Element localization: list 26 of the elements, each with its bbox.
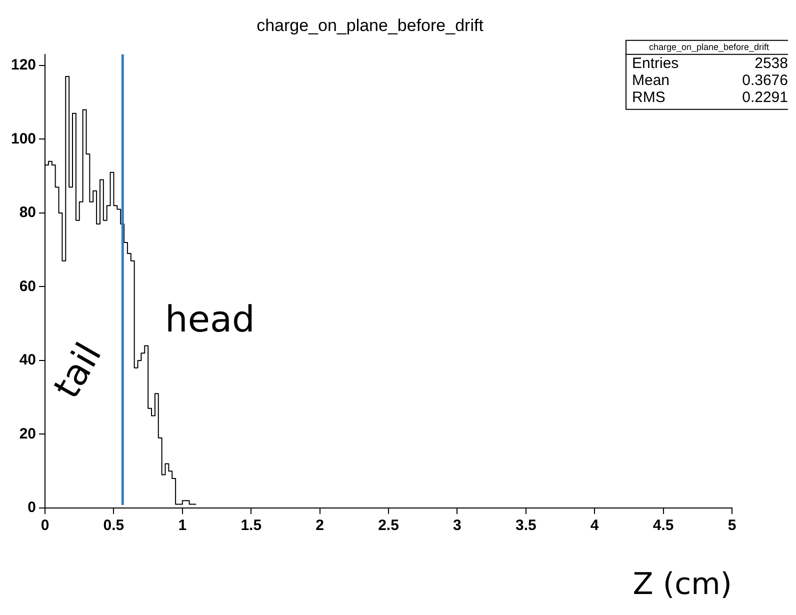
x-tick-label: 5 <box>728 517 736 534</box>
x-tick-label: 4.5 <box>652 517 674 534</box>
chart-title: charge_on_plane_before_drift <box>256 16 484 35</box>
y-tick-label: 0 <box>28 499 36 516</box>
y-tick-label: 60 <box>19 278 36 295</box>
y-tick-label: 20 <box>19 425 36 442</box>
x-tick-label: 2 <box>316 517 324 534</box>
x-tick-label: 0.5 <box>103 517 124 534</box>
x-tick-label: 3 <box>453 517 462 534</box>
y-tick-label: 120 <box>10 56 36 74</box>
x-tick-label: 0 <box>40 517 50 534</box>
y-tick-label: 100 <box>10 130 36 148</box>
text: charge_on_plane_before_drift <box>648 42 770 52</box>
y-tick-label: 80 <box>19 204 36 222</box>
x-tick-label: 3.5 <box>515 517 536 534</box>
annotation: tail <box>46 336 110 406</box>
x-tick-label: 4 <box>590 517 600 534</box>
x-tick-label: 2.5 <box>378 517 399 534</box>
x-tick-label: 1.5 <box>240 517 262 534</box>
x-axis-title: Z (cm) <box>632 566 732 602</box>
y-tick-label: 40 <box>19 352 36 369</box>
text: Entries 2538 <box>632 55 788 72</box>
text: RMS 0.2291 <box>632 89 788 106</box>
text: Mean 0.3676 <box>632 72 788 90</box>
x-tick-label: 1 <box>178 517 187 534</box>
annotation: head <box>165 299 255 340</box>
